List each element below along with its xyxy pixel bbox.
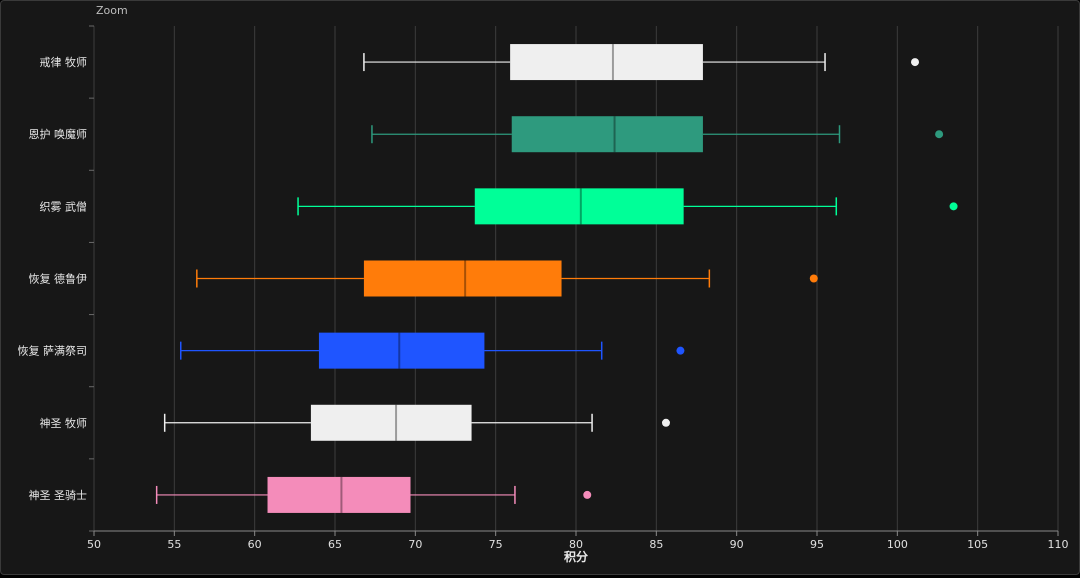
box	[363, 260, 562, 297]
x-tick-label: 90	[730, 538, 744, 551]
x-tick-label: 70	[408, 538, 422, 551]
x-tick-label: 55	[167, 538, 181, 551]
box-group	[363, 44, 920, 81]
box-group	[163, 404, 670, 441]
category-label: 恢复 德鲁伊	[29, 272, 88, 286]
outlier-point	[935, 130, 944, 139]
box	[310, 404, 472, 441]
box-group	[155, 476, 592, 513]
x-axis: 50 55 60 65 70 75 80 85 90 95 100 105 110	[87, 530, 1069, 551]
x-tick-label: 105	[967, 538, 988, 551]
x-axis-label: 积分	[564, 549, 588, 564]
box	[267, 476, 411, 513]
box	[318, 332, 485, 369]
category-label: 织雾 武僧	[40, 200, 88, 213]
outlier-point	[661, 418, 670, 427]
box	[510, 44, 703, 81]
box-group	[196, 260, 818, 297]
zoom-button[interactable]: Zoom	[96, 4, 128, 17]
box	[474, 188, 684, 225]
box-group	[180, 332, 685, 369]
x-tick-label: 85	[649, 538, 663, 551]
category-label: 神圣 圣骑士	[29, 488, 88, 502]
x-tick-label: 60	[248, 538, 262, 551]
x-tick-label: 50	[87, 538, 101, 551]
x-tick-label: 100	[887, 538, 908, 551]
box-series	[155, 44, 958, 513]
box-group	[371, 116, 944, 153]
category-label: 恩护 唤魔师	[29, 127, 88, 141]
category-label: 戒律 牧师	[40, 55, 88, 69]
x-tick-label: 110	[1048, 538, 1069, 551]
box-group	[297, 188, 958, 225]
outlier-point	[911, 58, 920, 67]
x-tick-label: 95	[810, 538, 824, 551]
outlier-point	[676, 346, 685, 355]
category-label: 恢复 萨满祭司	[18, 344, 88, 358]
x-tick-label: 75	[489, 538, 503, 551]
outlier-point	[809, 274, 818, 283]
category-label: 神圣 牧师	[40, 416, 88, 430]
x-tick-label: 80	[569, 538, 583, 551]
outlier-point	[583, 490, 592, 499]
box	[511, 116, 703, 153]
outlier-point	[949, 202, 958, 211]
x-tick-label: 65	[328, 538, 342, 551]
